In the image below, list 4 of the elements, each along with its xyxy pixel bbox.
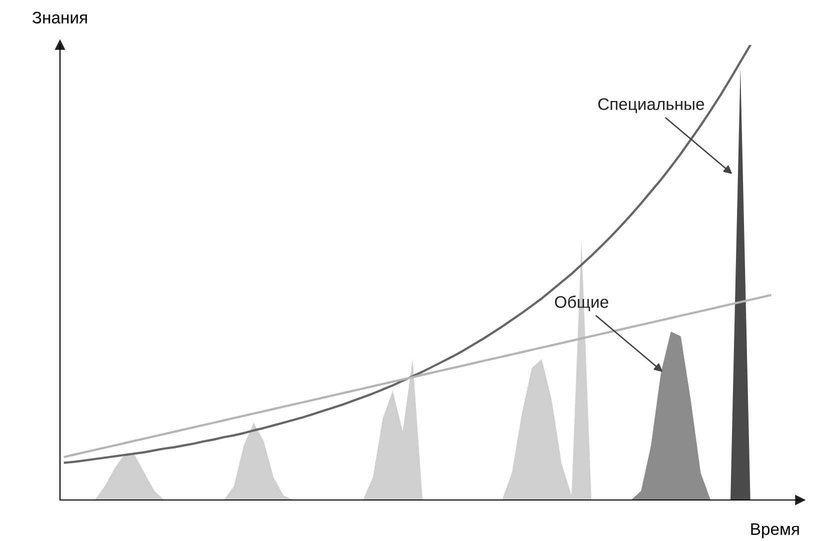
text: Специальные [598,98,704,114]
x-axis-title: Время [751,523,799,538]
y-axis-title: Знания [32,12,87,24]
text: Общие [554,296,608,312]
